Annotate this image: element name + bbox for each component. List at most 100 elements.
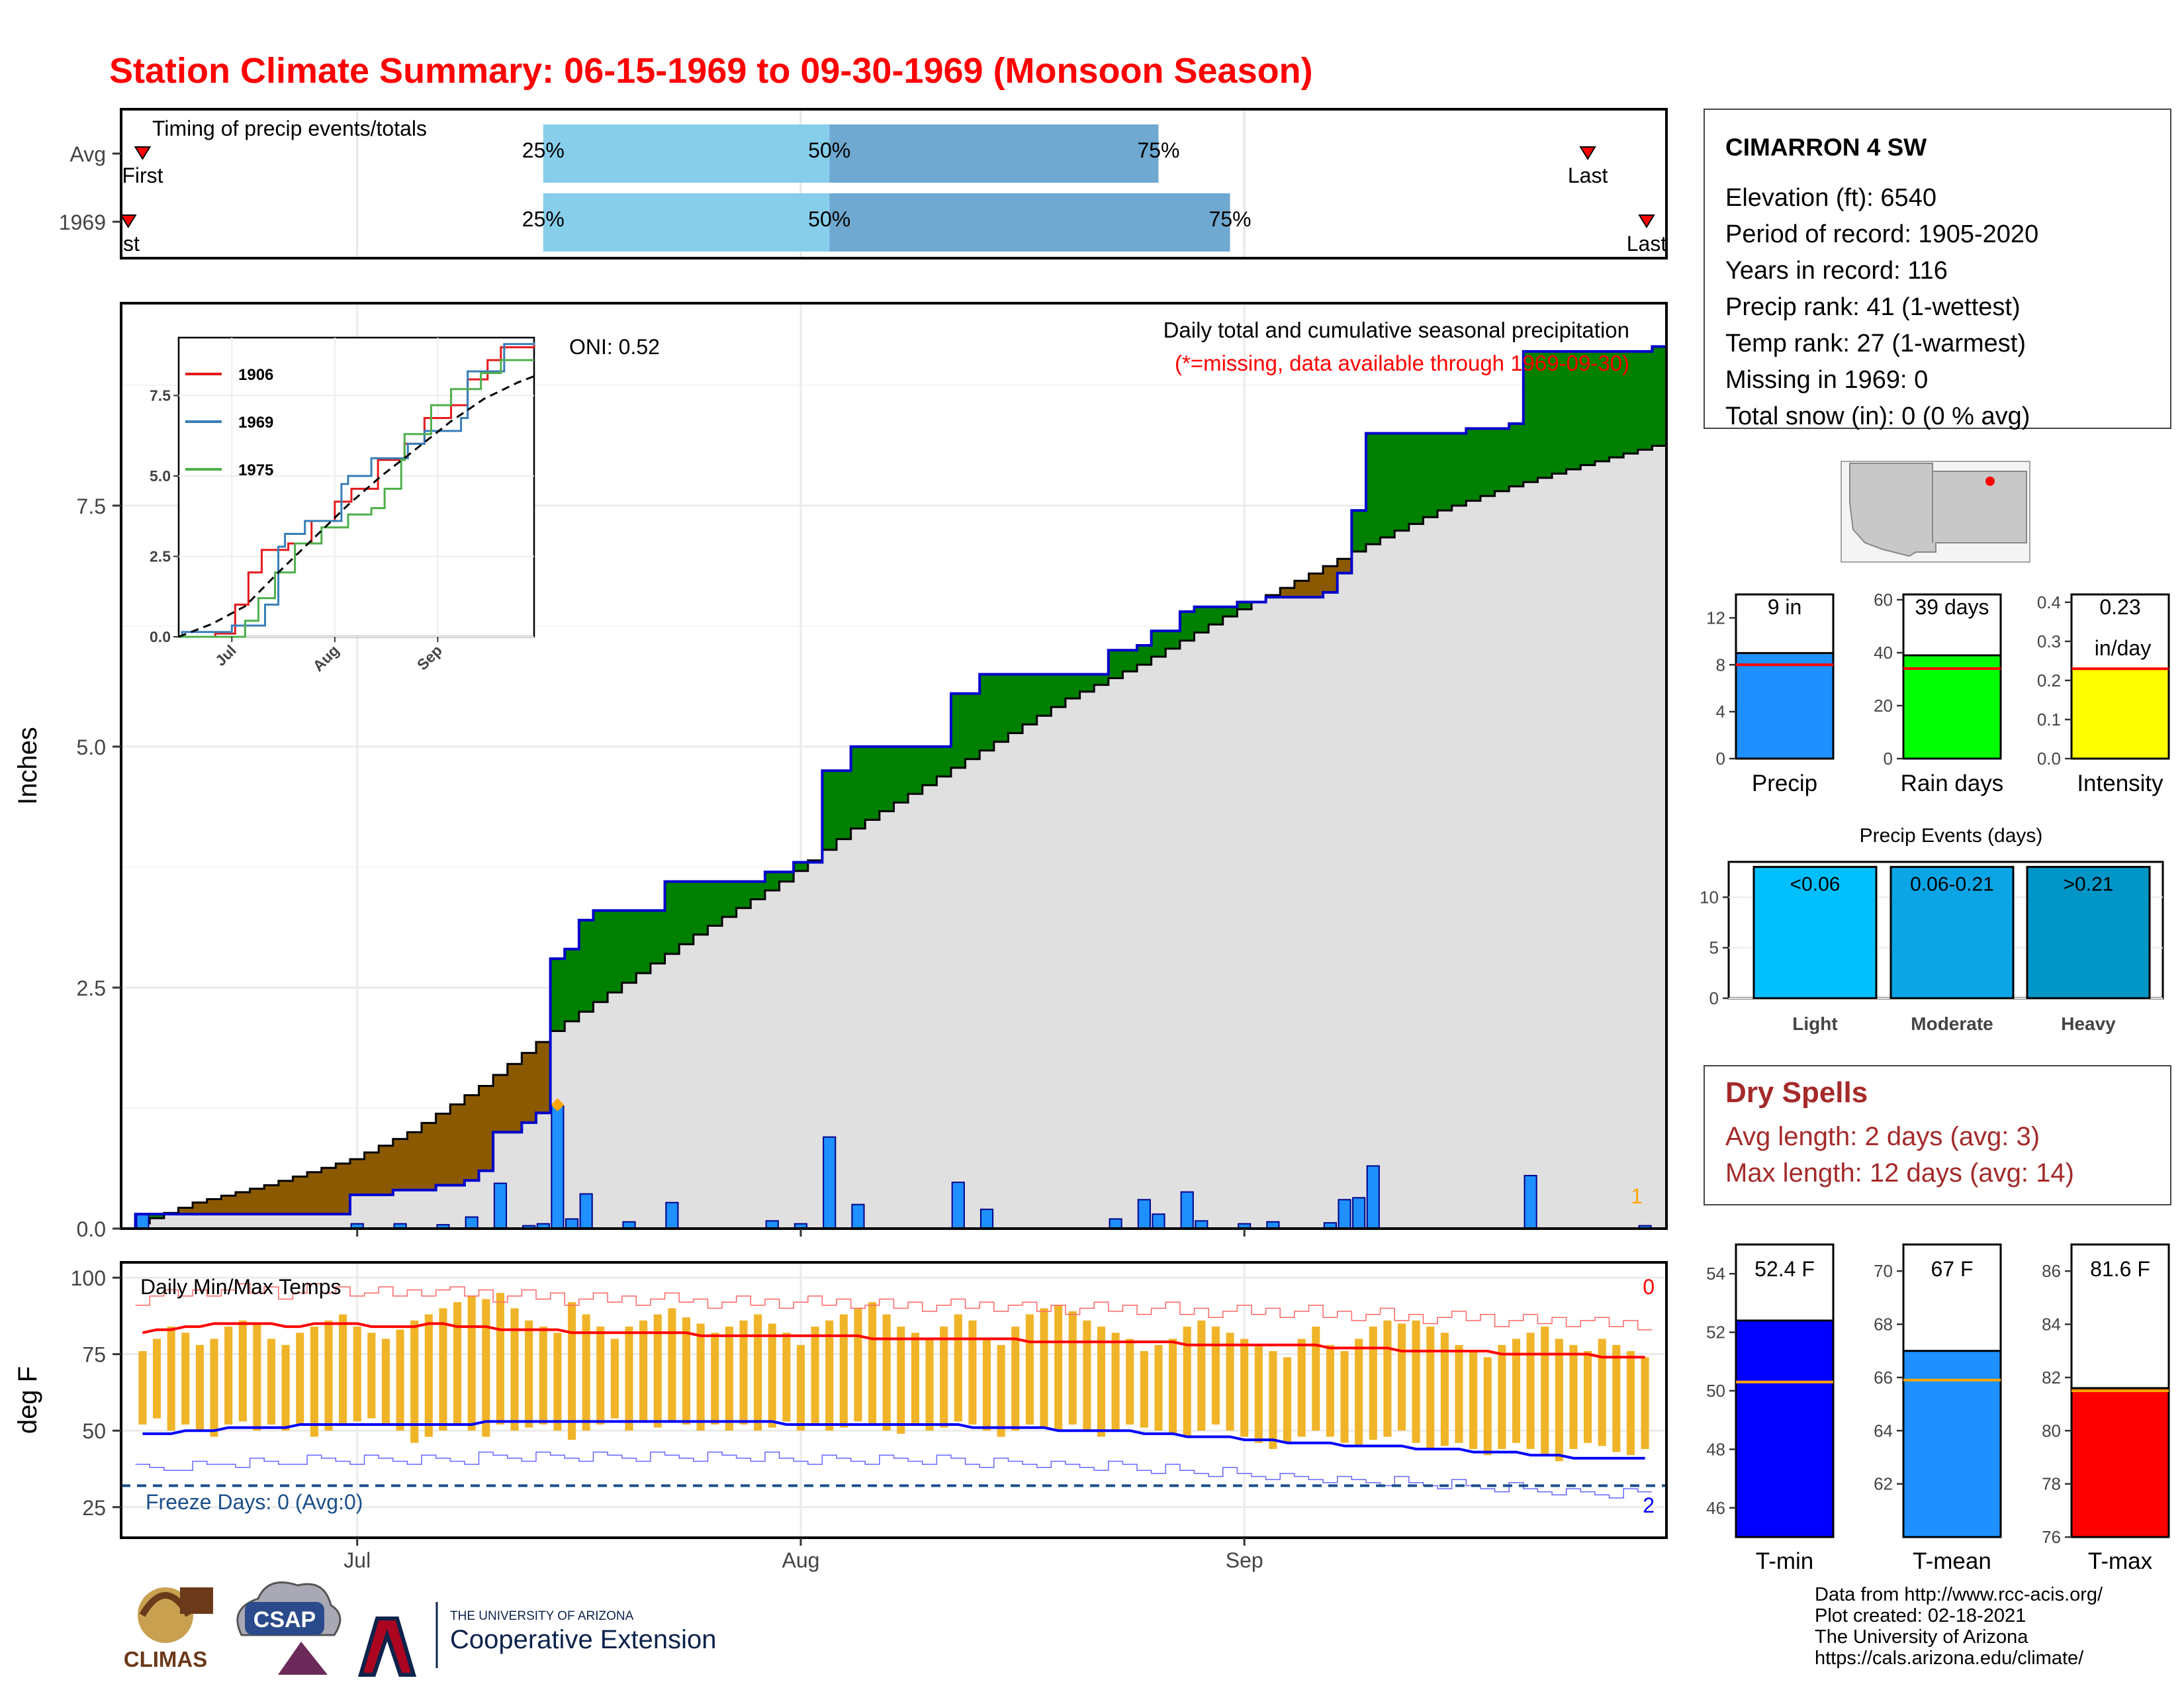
summary-bar-tick-label: 0.2 <box>2037 671 2061 690</box>
precip-y-label: Inches <box>13 727 42 805</box>
timing-bar-q2 <box>829 124 1159 183</box>
deficit-band <box>478 1086 494 1171</box>
event-bar-value: >0.21 <box>2064 874 2114 896</box>
surplus-band <box>1480 428 1496 496</box>
climas-logo-text: CLIMAS <box>124 1647 208 1671</box>
daily-temp-range-bar <box>1483 1357 1492 1456</box>
daily-temp-range-bar <box>1541 1327 1549 1456</box>
station-info-line: Precip rank: 41 (1-wettest) <box>1725 293 2021 321</box>
daily-temp-range-bar <box>1040 1308 1048 1428</box>
surplus-band <box>1394 433 1410 531</box>
daily-temp-range-bar <box>668 1308 676 1422</box>
daily-temp-range-bar <box>152 1338 161 1419</box>
daily-precip-bar <box>551 1105 565 1230</box>
daily-temp-range-bar <box>739 1320 748 1425</box>
surplus-band <box>1580 351 1596 465</box>
page-title: Station Climate Summary: 06-15-1969 to 0… <box>109 51 1313 91</box>
summary-bar-value: 9 in <box>1768 595 1802 619</box>
summary-bar-tick-label: 4 <box>1716 702 1725 722</box>
daily-temp-range-bar <box>367 1333 376 1419</box>
daily-precip-bar <box>1152 1213 1165 1229</box>
deficit-band <box>235 1192 251 1215</box>
month-tick-label: Jul <box>343 1548 371 1572</box>
surplus-band <box>621 910 637 983</box>
daily-temp-range-bar <box>825 1320 834 1431</box>
daily-temp-range-bar <box>553 1333 562 1431</box>
temp-summary-tick-label: 68 <box>1874 1315 1893 1335</box>
station-info-line: Period of record: 1905-2020 <box>1725 220 2038 248</box>
precip-header: Daily total and cumulative seasonal prec… <box>1163 318 1629 342</box>
surplus-band <box>1079 674 1095 692</box>
daily-temp-range-bar <box>1269 1351 1277 1449</box>
deficit-band <box>464 1095 480 1181</box>
surplus-band <box>1194 606 1209 633</box>
daily-temp-range-bar <box>324 1320 333 1431</box>
daily-temp-range-bar <box>1154 1344 1163 1431</box>
daily-precip-bar <box>136 1213 150 1229</box>
summary-bar-tick-label: 40 <box>1874 643 1893 663</box>
credit-line-4: https://cals.arizona.edu/climate/ <box>1815 1648 2084 1669</box>
surplus-band <box>1208 606 1224 625</box>
temp-summary-tick-label: 80 <box>2042 1421 2061 1440</box>
daily-temp-range-bar <box>1312 1327 1320 1431</box>
summary-bar-label: Rain days <box>1901 771 2004 796</box>
surplus-band <box>1637 351 1653 450</box>
daily-temp-range-bar <box>596 1327 605 1425</box>
summary-bar-tick-label: 20 <box>1874 696 1893 716</box>
csap-logo-text: CSAP <box>253 1607 316 1632</box>
temp-summary-tick-label: 66 <box>1874 1368 1893 1387</box>
events-title: Precip Events (days) <box>1860 825 2043 847</box>
deficit-band <box>264 1185 279 1215</box>
deficit-band <box>364 1152 379 1196</box>
surplus-band <box>1165 631 1181 649</box>
summary-bar-value: 0.23 <box>2099 595 2140 619</box>
summary-bar-tick-label: 0.4 <box>2037 592 2061 612</box>
surplus-band <box>707 881 723 926</box>
surplus-band <box>1537 351 1553 478</box>
daily-precip-bar <box>579 1193 593 1229</box>
surplus-band <box>1523 351 1539 483</box>
normal-cumulative-area <box>121 445 1666 1229</box>
daily-temp-range-bar <box>1512 1338 1521 1443</box>
normal-max-line <box>142 1322 1645 1359</box>
surplus-band <box>1423 433 1438 518</box>
daily-temp-range-bar <box>897 1327 905 1434</box>
summary-bar-tick-label: 8 <box>1716 655 1725 675</box>
inset-y-tick-label: 2.5 <box>150 547 171 565</box>
deficit-band <box>278 1180 294 1215</box>
temp-summary-bar <box>2070 1387 2170 1538</box>
timing-panel: Timing of precip events/totals Avg 25% 50%… <box>59 108 1668 259</box>
daily-temp-range-bar <box>1440 1333 1449 1446</box>
ua-small-text: THE UNIVERSITY OF ARIZONA <box>450 1609 634 1623</box>
daily-temp-range-bar <box>1383 1320 1392 1437</box>
daily-temp-range-bar <box>711 1333 719 1425</box>
daily-temp-range-bar <box>1555 1338 1563 1462</box>
surplus-band <box>1122 650 1138 672</box>
precip-y-tick-label: 0.0 <box>77 1217 106 1241</box>
surplus-band <box>893 746 909 803</box>
surplus-band <box>593 910 608 1002</box>
daily-temp-range-bar <box>954 1314 962 1422</box>
freeze-days-label: Freeze Days: 0 (Avg:0) <box>146 1490 363 1514</box>
credit-line-3: The University of Arizona <box>1815 1626 2028 1648</box>
cold-days-count: 2 <box>1643 1493 1655 1517</box>
surplus-band <box>993 674 1009 742</box>
daily-temp-range-bar <box>1612 1344 1621 1452</box>
timing-bar-q2 <box>829 193 1230 252</box>
summary-bar-value: 39 days <box>1915 595 1989 619</box>
month-tick-label: Sep <box>1226 1548 1263 1572</box>
surplus-band <box>1552 351 1567 474</box>
deficit-band <box>1337 559 1352 573</box>
climas-logo: CLIMAS <box>124 1587 213 1671</box>
daily-temp-range-bar <box>539 1327 547 1425</box>
temp-summary-tick-label: 62 <box>1874 1474 1893 1494</box>
surplus-band <box>150 1214 165 1219</box>
temp-summary-tick-label: 54 <box>1706 1264 1725 1284</box>
daily-temp-range-bar <box>253 1323 261 1431</box>
temp-summary-tick-label: 48 <box>1706 1439 1725 1459</box>
daily-temp-range-bar <box>1097 1327 1106 1437</box>
daily-temp-range-bar <box>310 1327 318 1437</box>
temp-summary-label: T-max <box>2088 1548 2153 1574</box>
temp-summary-tick-label: 52 <box>1706 1323 1725 1342</box>
